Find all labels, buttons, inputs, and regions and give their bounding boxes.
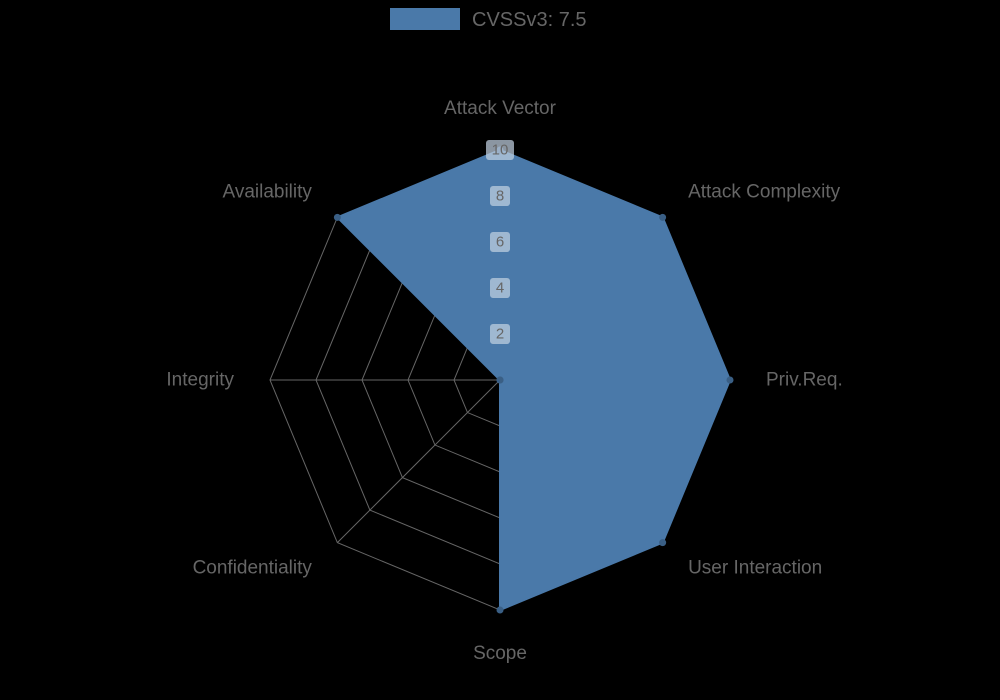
axis-label: Scope bbox=[473, 643, 527, 664]
legend-swatch bbox=[390, 8, 460, 30]
axis-label: Availability bbox=[222, 181, 312, 202]
axis-label: Integrity bbox=[166, 370, 234, 391]
tick-label: 2 bbox=[496, 326, 504, 343]
axis-label: Confidentiality bbox=[193, 558, 313, 579]
series-point bbox=[659, 539, 666, 546]
axis-label: Attack Vector bbox=[444, 98, 557, 119]
series-point bbox=[497, 607, 504, 614]
tick-label: 8 bbox=[496, 188, 504, 205]
chart-legend: CVSSv3: 7.5 bbox=[390, 8, 587, 31]
axis-label: Attack Complexity bbox=[688, 181, 841, 202]
series-point bbox=[334, 214, 341, 221]
tick-label: 4 bbox=[496, 280, 504, 297]
axis-label: User Interaction bbox=[688, 558, 822, 579]
legend-label: CVSSv3: 7.5 bbox=[472, 9, 587, 31]
tick-label: 10 bbox=[492, 142, 509, 159]
series-point bbox=[659, 214, 666, 221]
tick-label: 6 bbox=[496, 234, 504, 251]
series-point bbox=[727, 377, 734, 384]
axis-label: Priv.Req. bbox=[766, 370, 843, 391]
cvss-radar-chart: 2 4 6 8 10 Attack Vector Attack Complexity Priv… bbox=[0, 0, 1000, 700]
series-point bbox=[497, 377, 504, 384]
